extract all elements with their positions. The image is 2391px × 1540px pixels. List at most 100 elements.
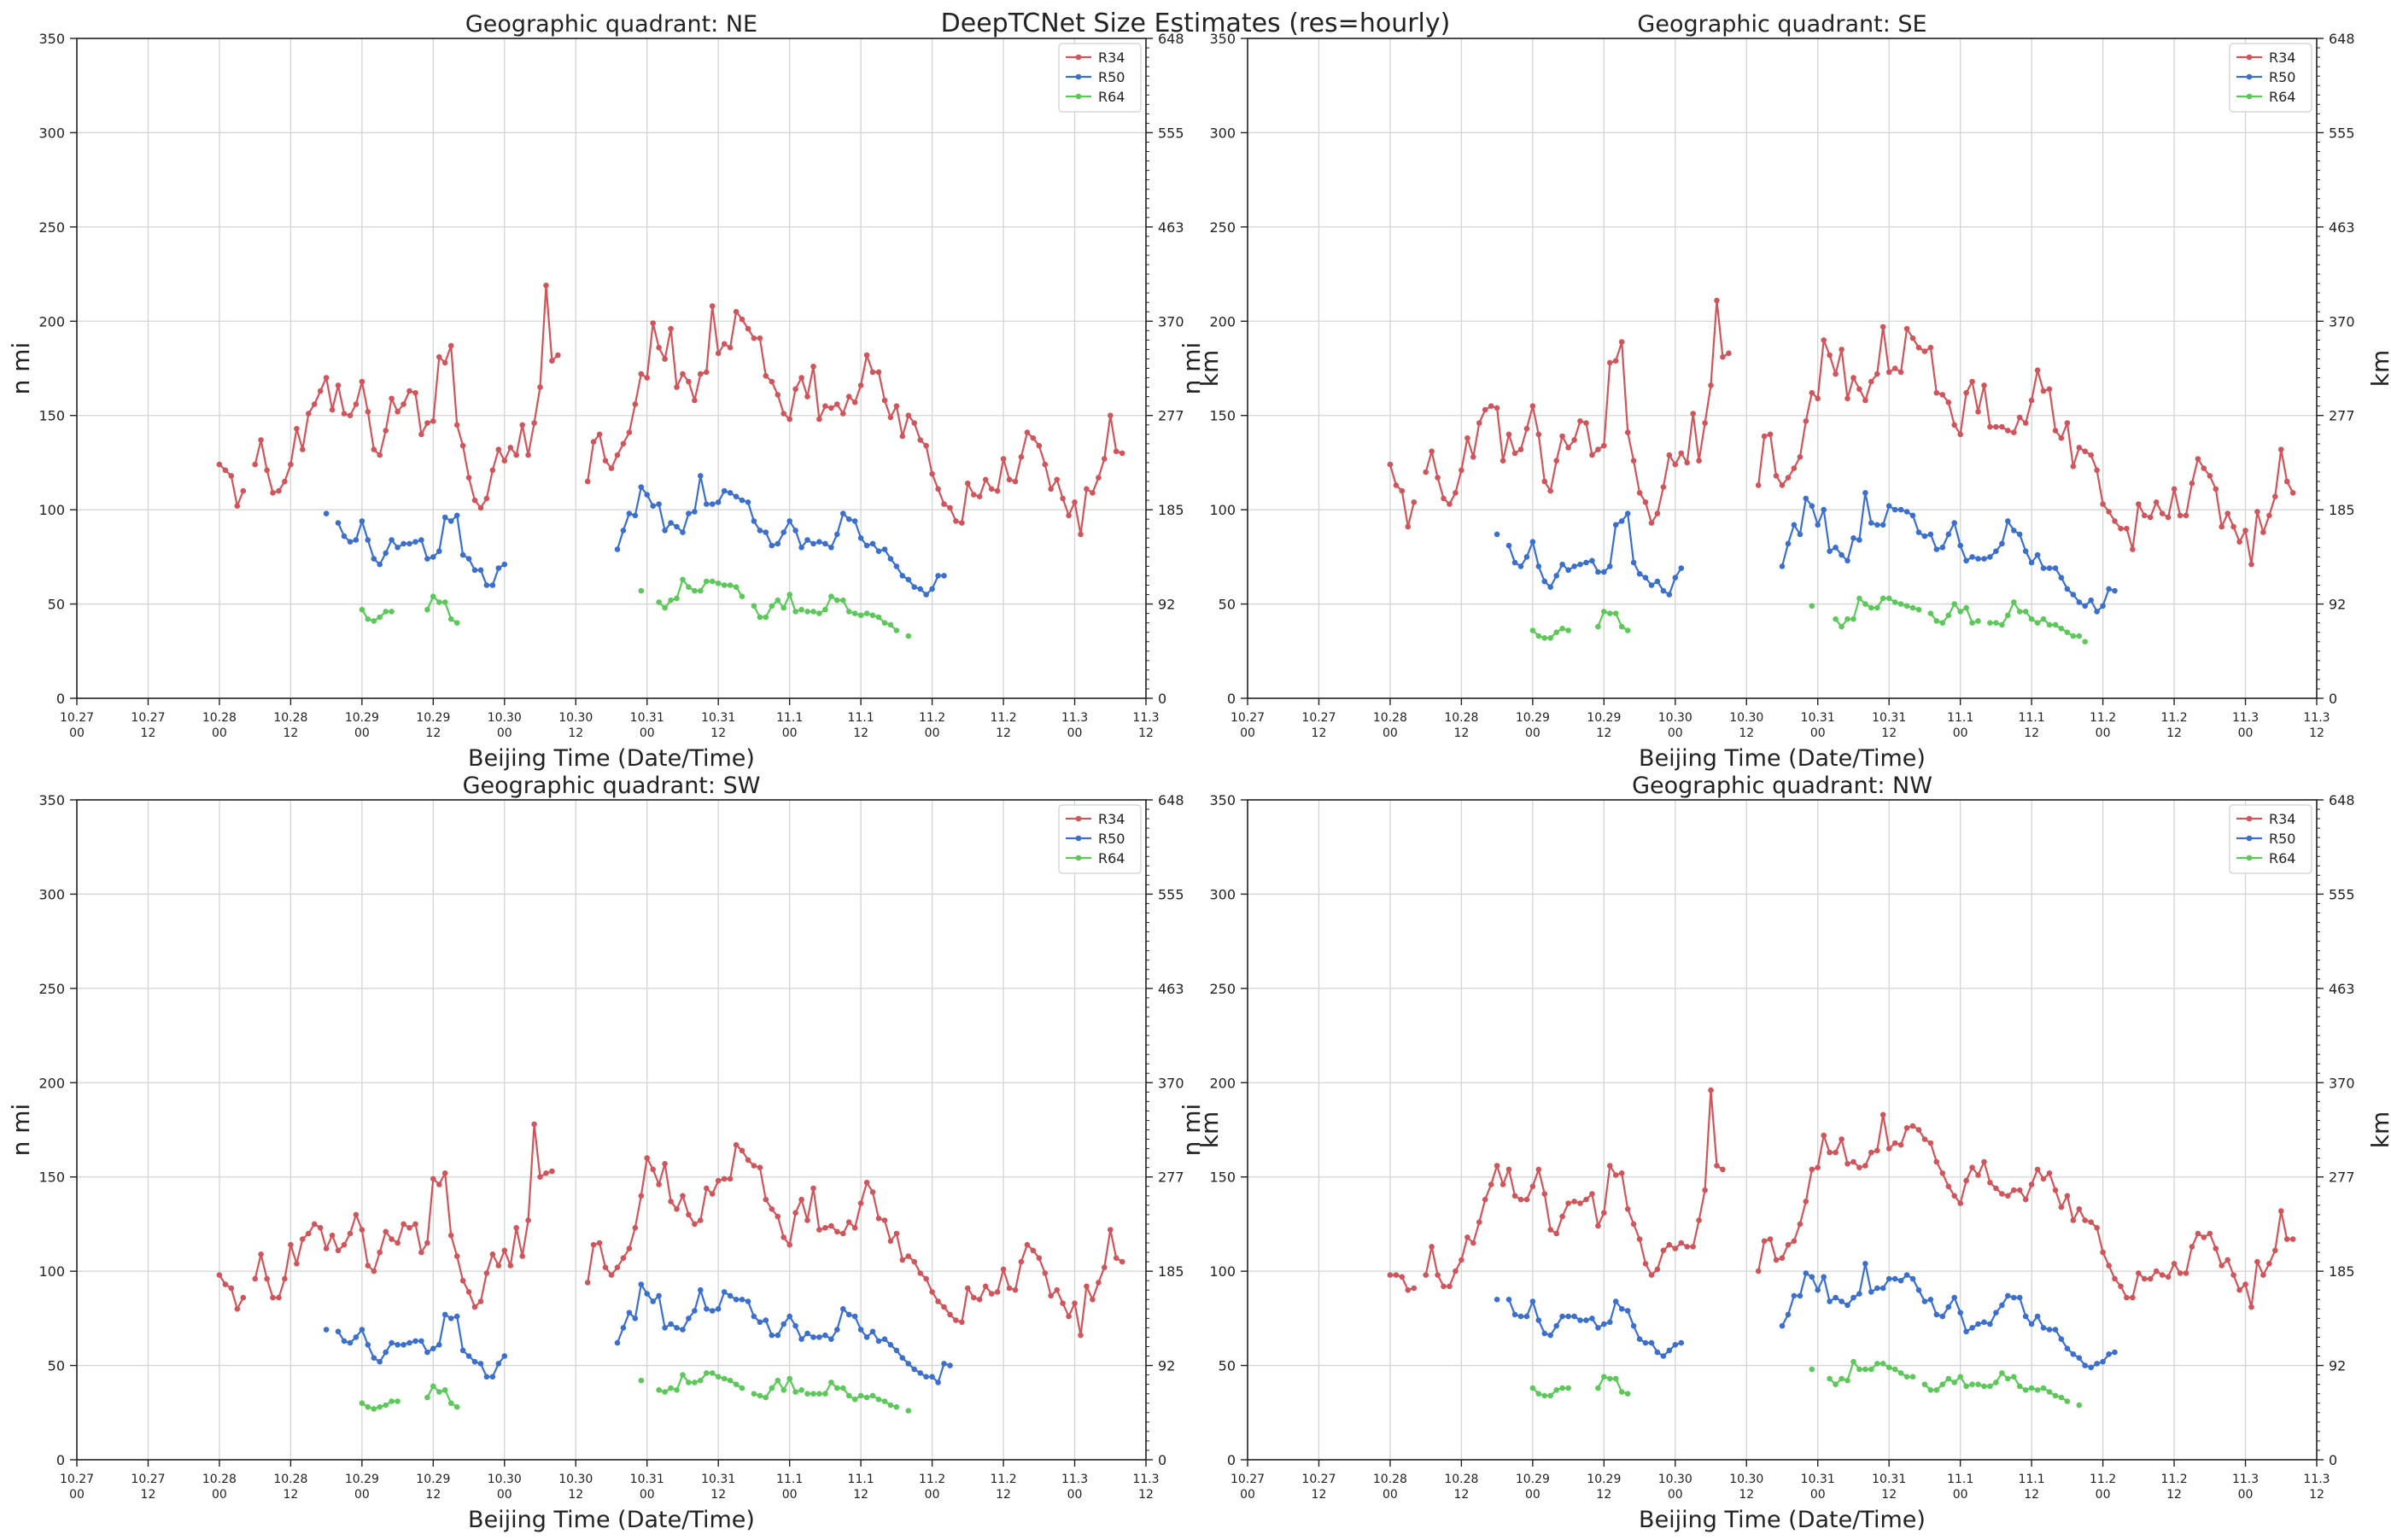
data-point: [656, 501, 662, 507]
data-point: [763, 1196, 769, 1203]
x-tick-label-time: 12: [141, 1488, 156, 1502]
data-point: [875, 1216, 882, 1222]
data-point: [1915, 1286, 1922, 1293]
data-point: [341, 1338, 348, 1345]
data-point: [1565, 1200, 1571, 1206]
data-point: [751, 1163, 757, 1169]
data-point: [1755, 1268, 1762, 1275]
data-point: [947, 1311, 953, 1318]
data-point: [1601, 609, 1607, 615]
data-point: [727, 490, 734, 496]
data-point: [1850, 1158, 1856, 1165]
data-point: [2028, 615, 2035, 622]
data-point: [857, 1327, 864, 1333]
data-point: [686, 510, 692, 516]
data-point: [1559, 561, 1565, 568]
x-tick-label-time: 00: [1668, 1488, 1683, 1502]
data-point: [1464, 1234, 1470, 1240]
data-point: [1856, 537, 1862, 543]
x-tick-label-date: 11.2: [990, 711, 1016, 725]
data-point: [1553, 573, 1559, 579]
x-tick-label-time: 12: [2024, 1488, 2039, 1502]
data-point: [1529, 1183, 1536, 1190]
data-point: [513, 1225, 519, 1231]
data-point: [1897, 506, 1904, 513]
data-point: [317, 388, 324, 394]
data-point: [2022, 1387, 2029, 1393]
series-r34: [216, 283, 1125, 538]
data-point: [656, 1292, 662, 1299]
data-point: [1612, 1298, 1619, 1304]
data-point: [2142, 1275, 2148, 1282]
data-point: [2248, 561, 2254, 568]
data-point: [412, 1338, 418, 1345]
data-point: [1476, 420, 1482, 426]
data-point: [941, 1361, 947, 1367]
data-point: [477, 1361, 484, 1367]
y-right-tick-label: 0: [2329, 691, 2337, 707]
data-point: [1897, 1141, 1904, 1148]
data-point: [840, 1230, 846, 1237]
data-point: [739, 1297, 745, 1303]
x-tick-label-date: 11.3: [1061, 711, 1088, 725]
data-point: [733, 493, 740, 499]
data-point: [1618, 1306, 1625, 1312]
y-right-tick-label: 277: [2329, 408, 2355, 424]
data-point: [1018, 1258, 1025, 1265]
data-point: [751, 335, 757, 341]
plot-frame: [76, 799, 1147, 1461]
x-tick-label-time: 12: [1596, 726, 1611, 740]
data-point: [2064, 1345, 2071, 1351]
data-point: [2046, 565, 2053, 571]
x-tick-label-date: 11.1: [776, 711, 803, 725]
data-point: [549, 1168, 555, 1175]
data-point: [1856, 1291, 1862, 1297]
x-tick-label-date: 11.2: [2090, 711, 2116, 725]
data-point: [923, 592, 929, 598]
x-tick-label-date: 10.27: [60, 1473, 94, 1486]
data-point: [792, 609, 798, 615]
data-point: [881, 397, 888, 404]
chart-panel-1: 0 50 100 150 200 250 300 350 0 92 185 277 370 463 555 6…: [1178, 11, 2391, 772]
data-point: [2106, 1263, 2112, 1269]
data-point: [739, 593, 745, 599]
data-point: [2088, 1219, 2094, 1225]
data-point: [1666, 1347, 1673, 1354]
data-point: [2022, 609, 2029, 615]
x-tick-label-time: 00: [1067, 726, 1083, 740]
data-point: [1624, 510, 1631, 516]
data-point: [1624, 1206, 1631, 1212]
data-point: [721, 341, 728, 347]
data-point: [2034, 1313, 2041, 1320]
x-tick-label-time: 12: [425, 1488, 441, 1502]
data-point: [228, 1285, 235, 1292]
data-point: [798, 1196, 804, 1203]
x-axis-label: Beijing Time (Date/Time): [468, 1507, 755, 1533]
data-point: [2106, 586, 2112, 592]
data-point: [365, 615, 371, 622]
data-point: [335, 382, 342, 388]
data-point: [1993, 620, 1999, 626]
series-line-r50: [1507, 1298, 1682, 1357]
data-point: [893, 403, 900, 410]
data-point: [1517, 563, 1524, 569]
data-point: [704, 578, 710, 585]
data-point: [1541, 1330, 1548, 1337]
data-point: [887, 1342, 894, 1348]
data-point: [1785, 1241, 1792, 1248]
data-point: [1969, 1325, 1975, 1331]
data-point: [483, 582, 490, 588]
data-point: [614, 1339, 621, 1346]
data-point: [2289, 490, 2296, 496]
data-point: [668, 520, 674, 526]
data-point: [590, 439, 597, 445]
data-point: [1018, 454, 1025, 460]
data-point: [988, 1291, 995, 1297]
data-point: [1405, 523, 1412, 530]
data-point: [1879, 522, 1886, 528]
data-point: [1060, 1300, 1066, 1306]
data-point: [810, 1185, 816, 1192]
data-point: [1541, 635, 1548, 641]
data-point: [1839, 1375, 1844, 1382]
data-point: [1779, 1322, 1786, 1329]
